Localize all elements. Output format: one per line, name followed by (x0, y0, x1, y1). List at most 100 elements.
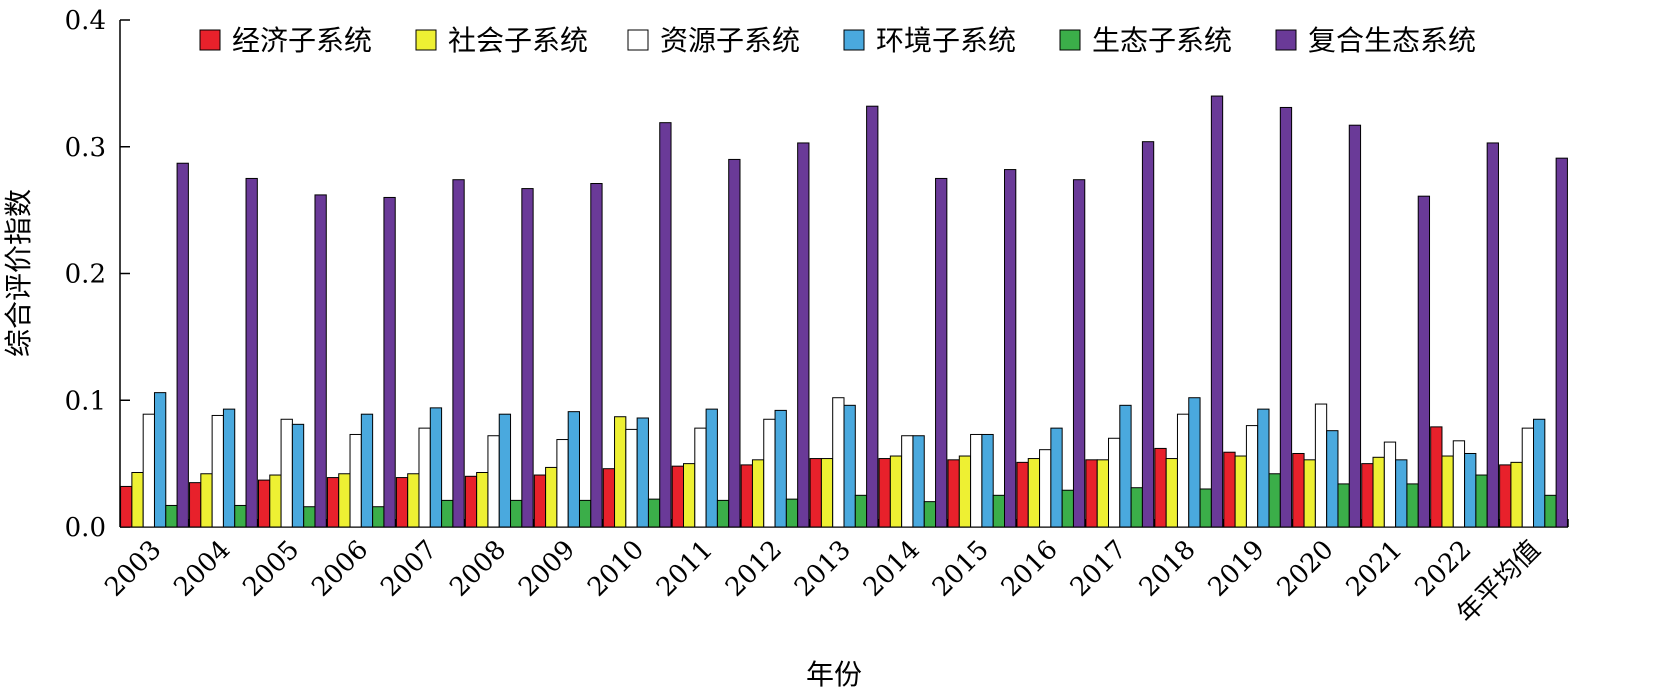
bar (1257, 408, 1270, 528)
bar (694, 427, 707, 528)
bar (280, 418, 293, 528)
bar (1499, 464, 1512, 528)
bar (487, 435, 500, 528)
bar (222, 408, 236, 528)
bar (510, 499, 523, 528)
x-tick-label: 2021 (1341, 535, 1409, 603)
bar (716, 499, 730, 528)
bar (1464, 452, 1477, 528)
bar (1176, 413, 1190, 528)
bar (970, 433, 983, 528)
bar (901, 435, 914, 528)
bar (1337, 483, 1350, 528)
legend-label: 资源子系统 (660, 24, 800, 57)
legend: 经济子系统 社会子系统 资源子系统 环境子系统 生态子系统 复合生态系统 (199, 24, 1476, 57)
bar (1555, 157, 1568, 528)
x-axis: 2003 2004 2005 2006 2007 2008 2009 2010 2011 2012… (99, 519, 1569, 629)
bar (1372, 456, 1385, 528)
bar (1072, 179, 1086, 528)
x-tick-label: 2017 (1065, 535, 1133, 603)
x-tick-label: 2015 (927, 535, 995, 603)
x-axis-title: 年份 (806, 658, 862, 691)
bar (1395, 459, 1408, 528)
x-tick-label: 2005 (237, 535, 305, 603)
bar (774, 409, 787, 528)
bar (326, 477, 340, 528)
bar (211, 414, 224, 528)
bar (1188, 397, 1201, 528)
legend-swatch (415, 29, 437, 51)
bars (120, 95, 1568, 528)
bar (1096, 459, 1110, 528)
bar (935, 177, 948, 528)
bar (1475, 474, 1488, 528)
bar (578, 499, 592, 528)
bar (1441, 455, 1454, 528)
bar (1417, 195, 1431, 528)
x-tick-label: 2007 (375, 535, 443, 603)
x-tick-label: 2013 (789, 535, 857, 603)
legend-label: 经济子系统 (232, 24, 372, 57)
x-tick-label: 2006 (306, 535, 374, 603)
x-tick-label: 2009 (513, 535, 581, 603)
bar (843, 404, 856, 528)
bar (992, 494, 1006, 528)
bar (636, 417, 649, 528)
bar (1027, 458, 1041, 528)
bar (1108, 437, 1121, 528)
bar (1050, 427, 1063, 528)
bar (1533, 418, 1546, 528)
bar (533, 474, 547, 528)
bar (602, 468, 616, 528)
bar (809, 458, 822, 528)
bar (705, 408, 718, 528)
bar (683, 463, 696, 528)
bar (476, 472, 489, 528)
bar (234, 504, 247, 528)
bar (878, 458, 891, 528)
bar (866, 105, 879, 528)
bar (889, 455, 903, 528)
bar (1223, 451, 1236, 528)
bar (567, 411, 580, 528)
bar (590, 183, 603, 528)
bar (1165, 458, 1178, 528)
bar (763, 418, 776, 528)
bar (1004, 169, 1017, 528)
legend-swatch (627, 29, 649, 51)
bar (1430, 426, 1443, 528)
bar (854, 494, 868, 528)
bar (556, 439, 569, 528)
bar (372, 506, 385, 528)
bar (441, 499, 454, 528)
bar (407, 473, 420, 528)
bar (498, 413, 512, 528)
x-tick-label: 2016 (996, 535, 1064, 603)
bar (1016, 461, 1029, 528)
x-tick-label: 2018 (1134, 535, 1202, 603)
x-tick-label: 2012 (720, 535, 788, 603)
bar (958, 455, 972, 528)
bar (785, 498, 799, 528)
bar (1234, 455, 1247, 528)
x-tick-label: 2004 (168, 535, 236, 603)
bar (751, 459, 765, 528)
bar (200, 473, 213, 528)
bar (625, 428, 638, 528)
bar (545, 466, 558, 528)
bar (912, 435, 925, 528)
bar (131, 472, 144, 528)
x-tick-label: 2008 (444, 535, 512, 603)
bar (1544, 494, 1557, 528)
bar (728, 158, 741, 528)
bar (1154, 447, 1167, 528)
bar (257, 479, 271, 528)
legend-swatch (1059, 29, 1081, 51)
y-axis-title: 综合评价指数 (2, 189, 35, 357)
x-tick-label: 2010 (582, 535, 650, 603)
bar (797, 142, 810, 528)
x-tick-label: 2014 (858, 535, 926, 603)
bar (153, 392, 167, 528)
bar (671, 465, 685, 528)
